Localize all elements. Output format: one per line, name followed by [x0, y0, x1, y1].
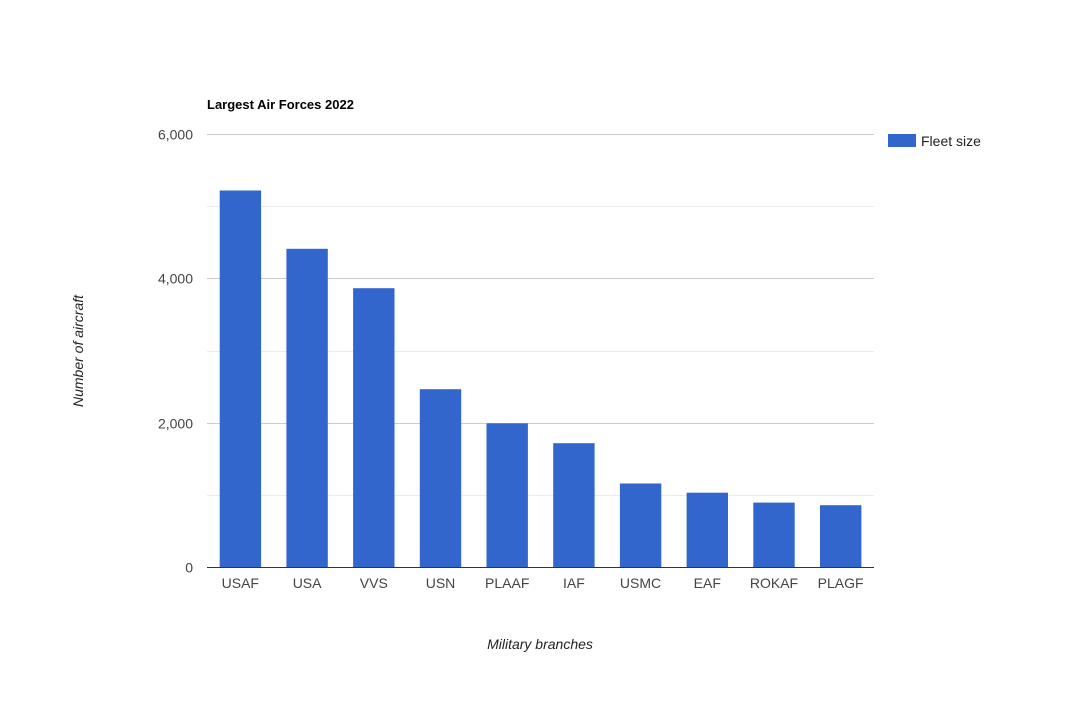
x-tick-label: USN — [426, 575, 456, 591]
bars — [219, 190, 862, 568]
y-tick-label: 0 — [185, 560, 193, 576]
x-tick-label: USA — [293, 575, 322, 591]
bar-iaf[interactable] — [553, 443, 595, 567]
x-tick-label: IAF — [563, 575, 585, 591]
y-tick-label: 2,000 — [158, 416, 193, 432]
legend-swatch-fleet-size — [888, 134, 916, 147]
y-tick-label: 6,000 — [158, 127, 193, 143]
bar-plagf[interactable] — [820, 505, 862, 567]
y-axis-title: Number of aircraft — [70, 294, 86, 407]
x-tick-label: PLAGF — [818, 575, 864, 591]
legend: Fleet size — [888, 133, 981, 149]
bar-vvs[interactable] — [353, 288, 395, 567]
x-tick-label: USMC — [620, 575, 661, 591]
x-axis-title: Military branches — [487, 636, 593, 652]
bar-usa[interactable] — [286, 248, 328, 568]
bar-usn[interactable] — [419, 389, 462, 567]
bar-rokaf[interactable] — [753, 502, 795, 567]
x-tick-label: USAF — [222, 575, 259, 591]
x-tick-label: VVS — [360, 575, 388, 591]
x-tick-label: EAF — [694, 575, 721, 591]
y-tick-label: 4,000 — [158, 271, 193, 287]
legend-label-fleet-size: Fleet size — [921, 133, 981, 149]
chart-title: Largest Air Forces 2022 — [207, 97, 354, 112]
bar-plaaf[interactable] — [486, 423, 528, 567]
x-tick-label: ROKAF — [750, 575, 798, 591]
bar-usaf[interactable] — [219, 190, 262, 568]
bar-eaf[interactable] — [686, 492, 728, 567]
bar-usmc[interactable] — [619, 483, 662, 568]
x-tick-label: PLAAF — [485, 575, 529, 591]
axes: 0 2,000 4,000 6,000 USAF USA VVS USN PLAAF IAF USM… — [158, 127, 874, 591]
